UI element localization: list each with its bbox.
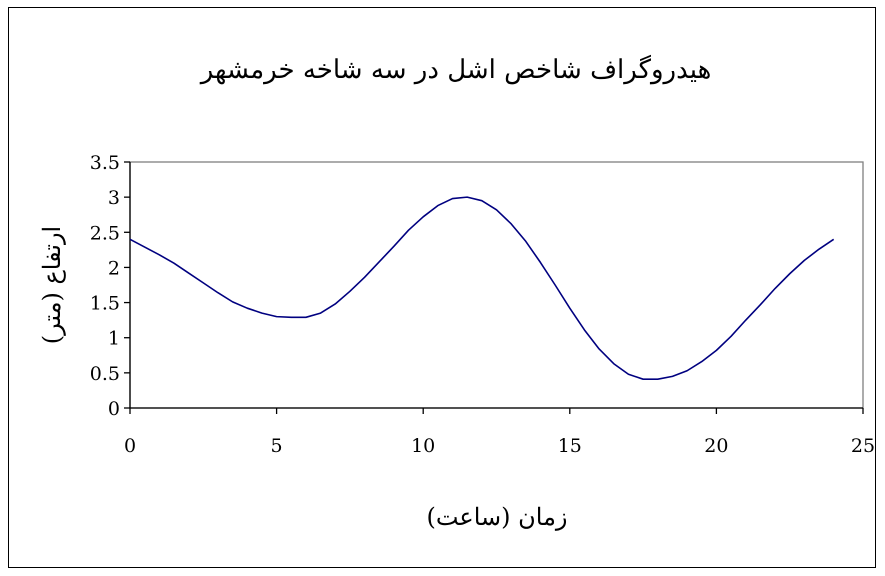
x-tick-label: 5 (271, 435, 283, 457)
y-tick-label: 3 (108, 187, 120, 209)
x-axis: 0 5 10 15 20 25 (124, 407, 875, 457)
y-tick-label: 2 (108, 257, 120, 279)
y-tick-label: 2.5 (90, 222, 120, 244)
x-tick-label: 15 (558, 435, 582, 457)
x-tick-label: 10 (411, 435, 435, 457)
series-group (129, 196, 835, 380)
y-tick-label: 1 (108, 328, 120, 350)
y-tick-label: 3.5 (90, 152, 120, 174)
x-tick-label: 25 (851, 435, 875, 457)
series-line (129, 196, 835, 380)
y-axis: 0 0.5 1 1.5 2 2.5 3 3.5 (90, 152, 131, 420)
y-tick-label: 0 (108, 398, 120, 420)
y-tick-label: 1.5 (90, 293, 120, 315)
x-axis-label: زمان (ساعت) (426, 503, 567, 531)
plot-area (129, 161, 864, 409)
x-tick-label: 20 (704, 435, 728, 457)
x-tick-label: 0 (124, 435, 136, 457)
y-tick-label: 0.5 (90, 363, 120, 385)
chart-title: هیدروگراف شاخص اشل در سه شاخه خرمشهر (199, 54, 712, 85)
y-axis-label: ارتفاع (متر) (38, 226, 66, 344)
